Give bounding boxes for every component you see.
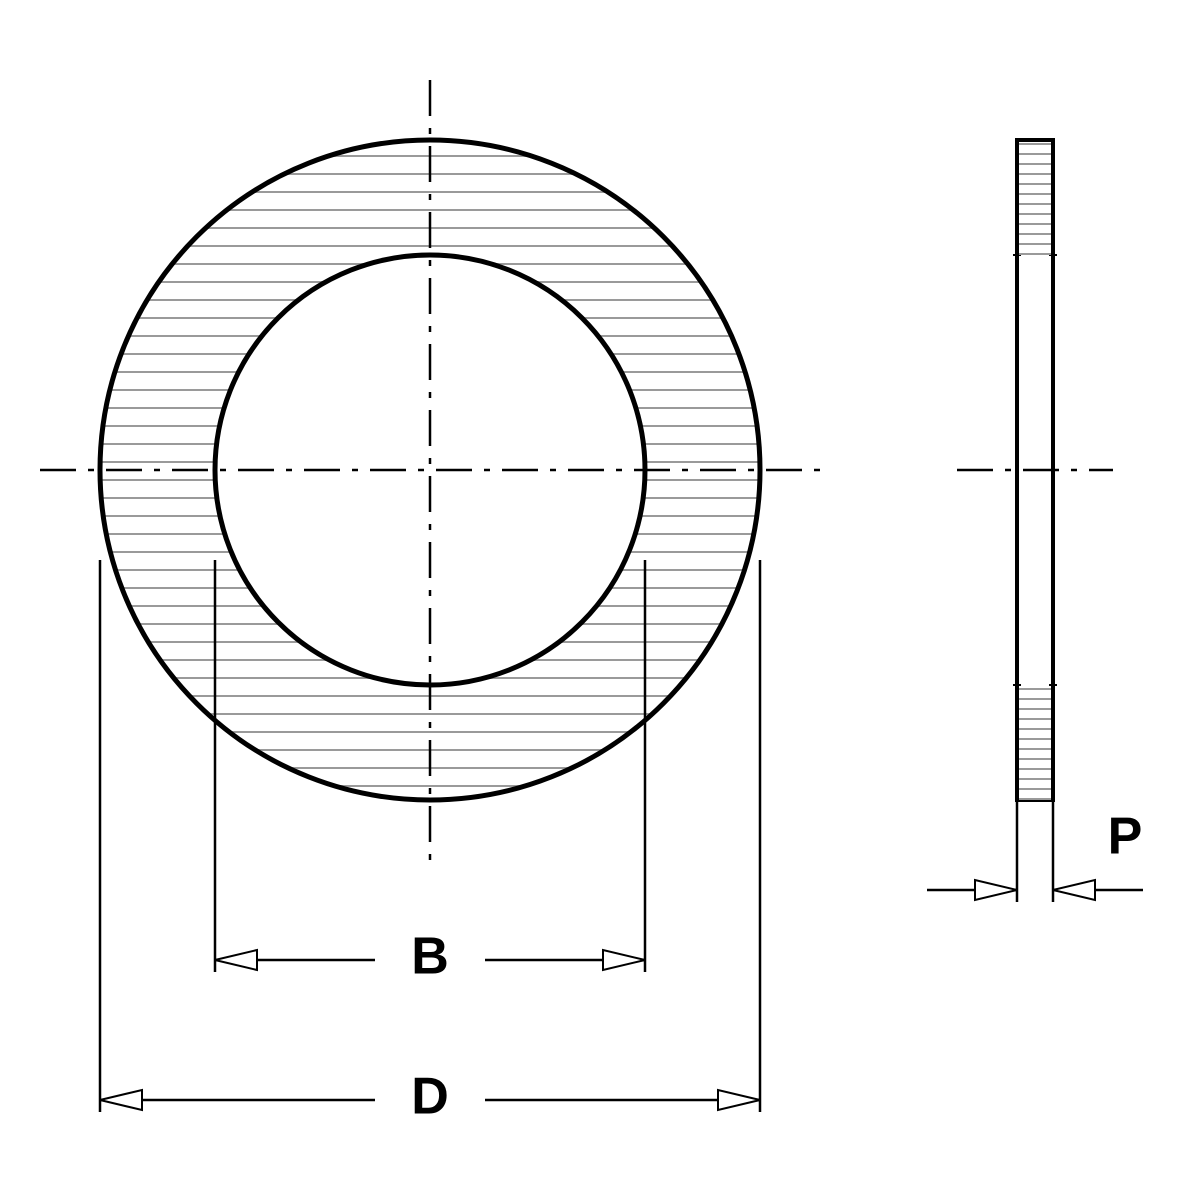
technical-drawing: B D P [0,0,1200,1200]
dimension-arrow [1053,880,1095,900]
ring-front-view [40,80,820,860]
label-D: D [411,1068,449,1126]
ring-side-view [957,140,1113,800]
dimension-arrow [718,1090,760,1110]
dimension-arrow [975,880,1017,900]
dimension-D: D [100,560,760,1126]
dimension-P: P [927,800,1143,902]
label-B: B [411,928,449,986]
dimension-arrow [215,950,257,970]
dimension-arrow [603,950,645,970]
label-P: P [1108,808,1143,866]
dimension-arrow [100,1090,142,1110]
